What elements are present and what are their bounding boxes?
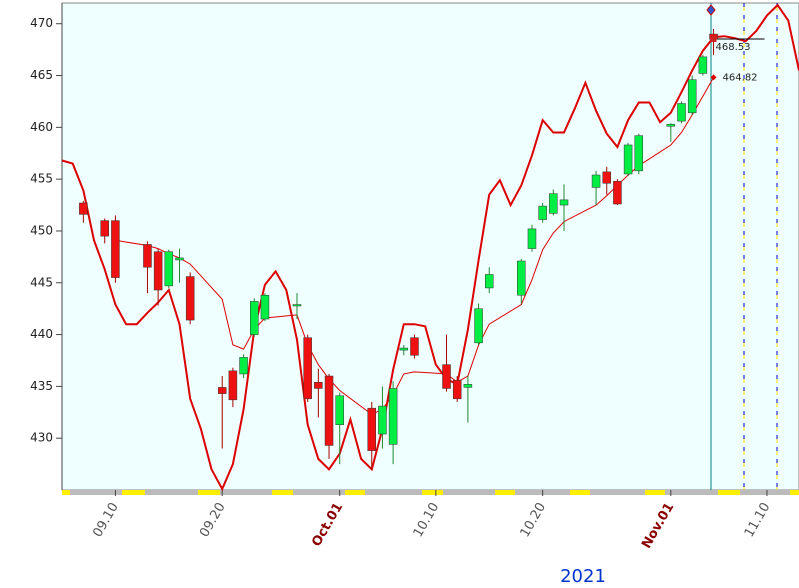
- y-tick-label: 450: [30, 223, 53, 237]
- candle-body: [538, 205, 547, 220]
- candle-body: [484, 274, 494, 289]
- y-tick-label: 465: [30, 68, 53, 82]
- year-label: 2021: [560, 566, 606, 587]
- candle-body: [687, 79, 697, 114]
- candle-body: [410, 337, 419, 356]
- candle-body: [79, 202, 88, 215]
- candle-body: [367, 407, 377, 451]
- annotation-label: 464.82: [723, 72, 758, 83]
- y-tick-label: 435: [30, 379, 53, 393]
- y-tick-label: 455: [30, 172, 53, 186]
- candle-body: [677, 103, 686, 122]
- candle-body: [260, 294, 270, 320]
- candle-body: [335, 395, 344, 425]
- candle-body: [666, 123, 676, 127]
- candle-body: [324, 375, 334, 446]
- candle-body: [292, 304, 302, 307]
- x-tick-label: 09.10: [90, 500, 122, 540]
- weekend-stripe: [62, 490, 799, 495]
- candle-body: [143, 244, 152, 268]
- x-tick-label: 10.20: [518, 500, 550, 540]
- candle-body: [100, 220, 109, 237]
- x-tick-label: 09.20: [197, 500, 229, 540]
- y-tick-label: 460: [30, 120, 53, 134]
- x-tick-label: Oct.01: [309, 500, 346, 549]
- y-tick-label: 430: [30, 431, 53, 445]
- x-tick-label: 11.10: [742, 500, 774, 540]
- price-marker: [710, 74, 717, 81]
- y-tick-label: 445: [30, 275, 53, 289]
- candle-body: [239, 357, 248, 375]
- candle-body: [623, 144, 633, 175]
- candle-body: [217, 387, 227, 394]
- x-tick-label: Nov.01: [639, 500, 677, 551]
- plot-area: [61, 2, 799, 491]
- candle-body: [591, 174, 601, 188]
- price-marker: [710, 35, 717, 42]
- candle-body: [527, 228, 537, 249]
- candle-body: [442, 364, 451, 389]
- candle-body: [153, 251, 163, 291]
- candle-body: [517, 260, 526, 296]
- candle-body: [613, 180, 622, 205]
- y-tick-label: 440: [30, 327, 53, 341]
- candle-body: [634, 135, 644, 172]
- candle-body: [559, 199, 569, 206]
- candle-body: [250, 301, 259, 335]
- x-tick-label: 10.10: [411, 500, 443, 540]
- candle-body: [314, 381, 323, 389]
- candle-body: [175, 257, 184, 261]
- candle-body: [463, 384, 473, 388]
- candle-body: [602, 171, 611, 184]
- candle-body: [185, 276, 195, 321]
- candle-body: [228, 370, 238, 401]
- candle-body: [474, 308, 483, 344]
- candle-body: [399, 347, 409, 351]
- signal-marker: [706, 4, 716, 16]
- candle-body: [452, 379, 462, 400]
- candle-body: [549, 193, 558, 214]
- candle-body: [698, 56, 708, 74]
- annotation-label: 468.53: [716, 42, 751, 53]
- line-series: [61, 3, 799, 492]
- candle-body: [378, 405, 387, 435]
- candle-body: [111, 220, 120, 278]
- y-tick-label: 470: [30, 16, 53, 30]
- candle-body: [164, 251, 174, 287]
- candle-body: [303, 337, 312, 400]
- candle-body: [388, 388, 398, 445]
